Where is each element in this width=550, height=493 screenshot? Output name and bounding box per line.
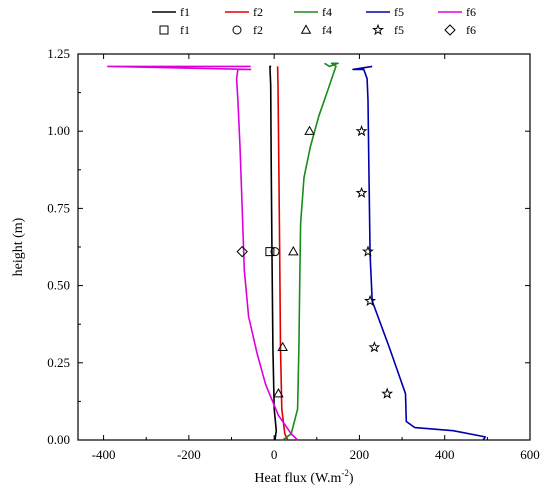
x-tick-label: 0	[271, 447, 278, 462]
legend: f1 f2 f4 f5 f6 f1 f2 f4 f5 f6	[152, 5, 476, 37]
marker-f5-star	[364, 294, 377, 307]
plot-area-frame	[77, 53, 531, 441]
legend-marker-label-f4: f4	[322, 23, 332, 37]
legend-marker-swatch-f2	[232, 25, 242, 35]
x-tick-label: 200	[350, 447, 370, 462]
y-tick-label: 1.25	[47, 46, 70, 61]
x-tick-label: 600	[520, 447, 540, 462]
marker-f1-square	[265, 247, 275, 257]
marker-f5-star	[368, 341, 381, 353]
marker-f2-circle	[270, 247, 280, 257]
y-tick-label: 0.00	[47, 432, 70, 447]
legend-marker-swatch-f1	[159, 25, 169, 35]
marker-f6-diamond	[236, 245, 248, 258]
legend-marker-label-f5: f5	[394, 23, 404, 37]
marker-f5-star	[381, 387, 394, 399]
series-line-f5	[352, 65, 486, 441]
y-axis: 0.00 0.25 0.50 0.75 1.00 1.25	[47, 46, 530, 447]
x-axis: -400 -200 0 200 400 600	[92, 54, 540, 462]
legend-marker-label-f2: f2	[253, 23, 263, 37]
x-tick-label: -400	[92, 447, 116, 462]
marker-f4-triangle	[288, 246, 299, 256]
y-tick-label: 0.25	[47, 355, 70, 370]
legend-line-label-f1: f1	[180, 5, 190, 19]
series-line-f4	[282, 62, 339, 441]
y-tick-label: 0.75	[47, 200, 70, 215]
legend-line-label-f6: f6	[466, 5, 476, 19]
x-axis-label: Heat flux (W.m-2)	[254, 468, 353, 486]
y-axis-label: height (m)	[11, 217, 26, 276]
x-tick-label: 400	[435, 447, 455, 462]
marker-f5-star	[355, 124, 368, 137]
marker-f4-triangle	[304, 125, 315, 135]
legend-line-label-f5: f5	[394, 5, 404, 19]
legend-marker-swatch-f4	[300, 24, 312, 34]
legend-marker-label-f6: f6	[466, 23, 476, 37]
marker-f4-triangle	[273, 388, 284, 398]
marker-f5-star	[355, 186, 368, 198]
legend-marker-swatch-f5	[371, 23, 385, 36]
legend-marker-swatch-f6	[444, 24, 456, 36]
legend-line-label-f4: f4	[322, 5, 332, 19]
legend-marker-label-f1: f1	[180, 23, 190, 37]
series-line-f6	[107, 65, 299, 441]
markers-layer	[236, 124, 394, 399]
legend-line-label-f2: f2	[253, 5, 263, 19]
x-tick-label: -200	[177, 447, 201, 462]
marker-f5-star	[362, 245, 374, 257]
marker-f4-triangle	[277, 341, 288, 352]
y-tick-label: 0.50	[47, 278, 70, 293]
y-tick-label: 1.00	[47, 123, 70, 138]
series-line-f2	[276, 66, 289, 441]
